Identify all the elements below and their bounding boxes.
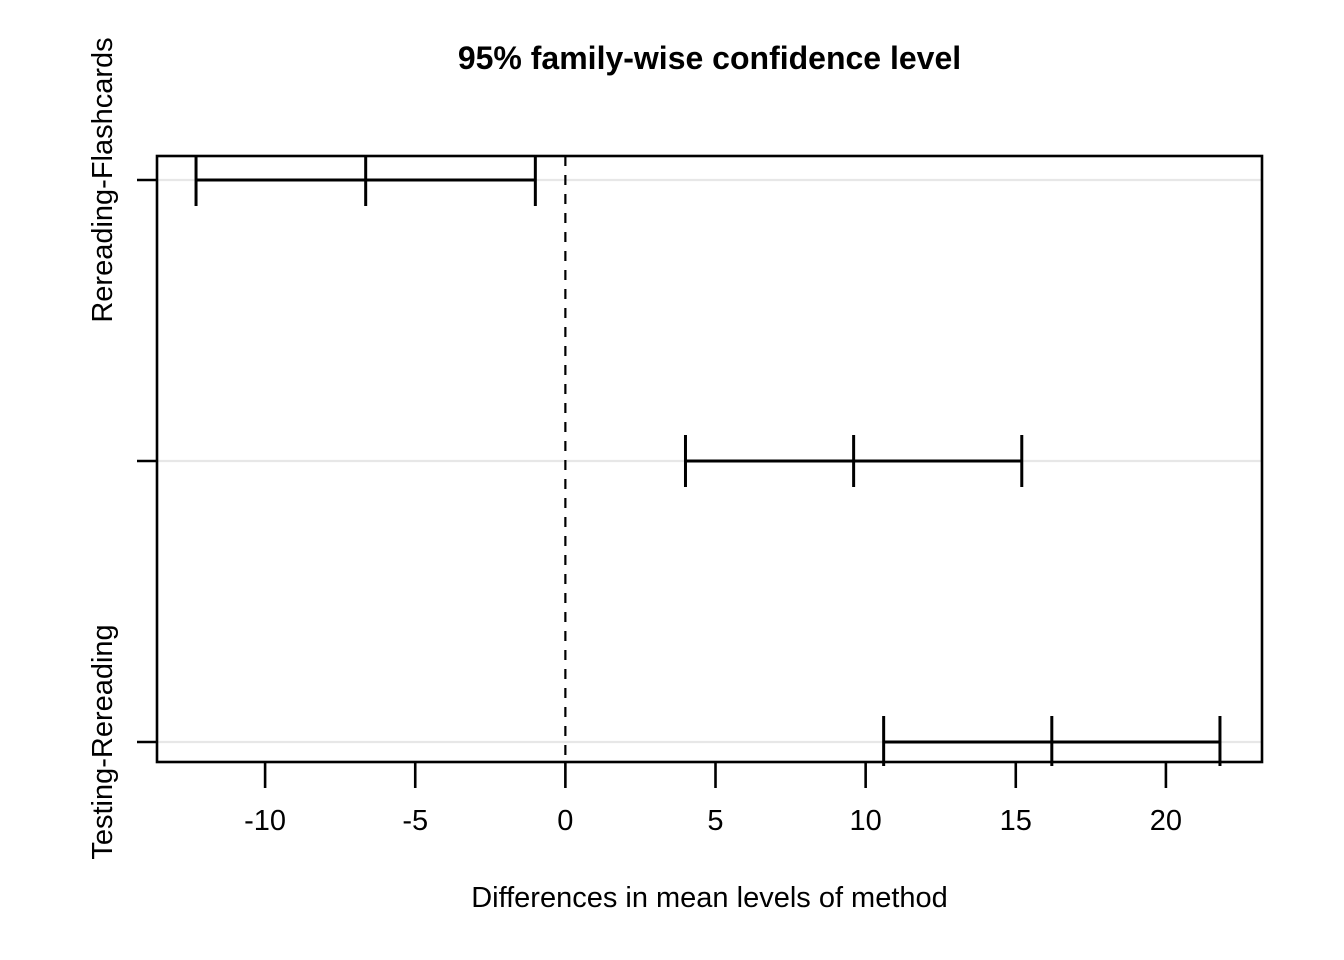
x-tick-label: -5	[402, 805, 428, 837]
x-tick-label: 20	[1150, 805, 1182, 837]
y-axis-label: Testing-Rereading	[87, 624, 119, 859]
plot-box	[155, 154, 1264, 764]
x-tick-label: 5	[707, 805, 723, 837]
x-tick-label: 10	[850, 805, 882, 837]
y-axis-label: Rereading-Flashcards	[87, 37, 119, 322]
x-tick-label: -10	[244, 805, 286, 837]
chart-title: 95% family-wise confidence level	[457, 40, 962, 76]
x-axis-label: Differences in mean levels of method	[471, 882, 948, 914]
x-tick-label: 0	[557, 805, 573, 837]
x-tick-label: 15	[1000, 805, 1032, 837]
